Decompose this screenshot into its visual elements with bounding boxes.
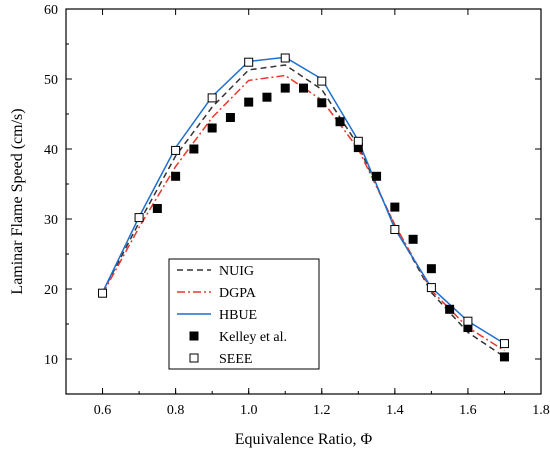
plot-border (65, 8, 542, 395)
data-point (207, 123, 217, 133)
data-point (317, 98, 327, 108)
y-tick-label: 50 (44, 73, 58, 88)
x-tick-label: 1.4 (386, 403, 404, 418)
legend-item: DGPA (177, 286, 257, 301)
legend-label: DGPA (219, 286, 257, 301)
x-tick-label: 0.6 (94, 403, 112, 418)
series-layer (98, 53, 509, 362)
legend-box (168, 258, 320, 370)
series-line (101, 56, 505, 345)
x-tick-label: 1.8 (532, 403, 550, 418)
data-point (171, 171, 181, 181)
data-point (152, 204, 162, 213)
data-point (171, 145, 181, 155)
data-point (317, 76, 327, 86)
data-point (463, 316, 473, 326)
data-point (499, 352, 509, 362)
y-tick-label: 60 (44, 3, 58, 18)
data-point (244, 57, 254, 67)
y-tick-label: 30 (44, 213, 58, 228)
y-axis: 10 20 30 40 50 60 (44, 3, 541, 395)
data-point (134, 213, 144, 223)
x-tick-label: 1.2 (313, 403, 331, 418)
data-point (225, 113, 235, 122)
legend-swatch (189, 331, 199, 341)
series-line (101, 74, 505, 352)
legend-swatch (189, 353, 199, 363)
series-0 (101, 64, 505, 358)
data-point (353, 136, 363, 146)
data-point (299, 83, 308, 93)
legend-label: NUIG (219, 264, 254, 279)
data-point (408, 234, 418, 244)
series-line (101, 64, 505, 358)
y-tick-label: 10 (44, 353, 58, 368)
legend-item: Kelley et al. (189, 330, 287, 345)
data-point (445, 304, 455, 314)
x-tick-label: 0.8 (167, 403, 185, 418)
data-point (372, 171, 382, 181)
plot-area (65, 8, 542, 395)
data-point (280, 53, 290, 63)
x-tick-label: 1.0 (240, 403, 258, 418)
legend-label: Kelley et al. (219, 330, 287, 345)
y-tick-label: 20 (44, 283, 58, 298)
data-point (207, 93, 217, 103)
series-4 (98, 53, 509, 349)
legend-label: HBUE (219, 308, 257, 323)
data-point (98, 288, 108, 298)
x-axis: 0.6 0.8 1.0 1.2 1.4 1.6 1.8 (65, 9, 550, 418)
series-1 (101, 74, 505, 352)
legend-item: HBUE (177, 308, 257, 323)
data-point (189, 144, 199, 154)
data-point (280, 83, 290, 93)
data-point (426, 283, 436, 293)
y-tick-label: 40 (44, 143, 58, 158)
series-3 (152, 83, 509, 362)
legend-item: SEEE (189, 352, 252, 367)
series-2 (101, 56, 505, 345)
data-point (244, 97, 254, 107)
data-point (499, 339, 509, 349)
legend-item: NUIG (177, 264, 254, 279)
data-point (335, 117, 345, 127)
data-point (262, 92, 272, 102)
legend-label: SEEE (219, 352, 252, 367)
legend: NUIG DGPA HBUE Kelley et al. SEEE (168, 258, 320, 370)
y-axis-title: Laminar Flame Speed (cm/s) (9, 108, 26, 294)
x-tick-label: 1.6 (459, 403, 477, 418)
data-point (390, 225, 400, 234)
data-point (426, 264, 436, 274)
x-axis-title: Equivalence Ratio, Φ (235, 431, 373, 448)
data-point (390, 202, 400, 212)
